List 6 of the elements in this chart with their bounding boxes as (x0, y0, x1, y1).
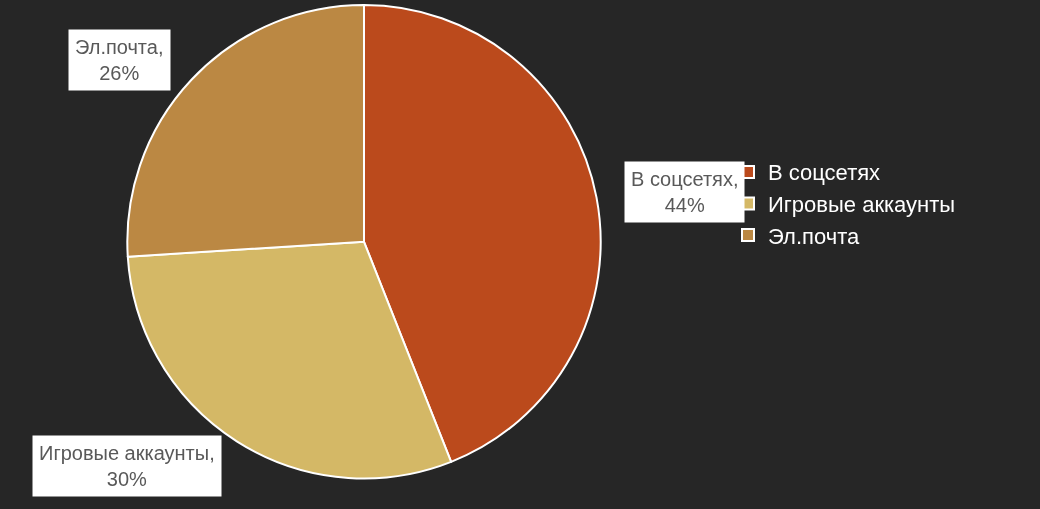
data-label: В соцсетях,44% (631, 168, 739, 216)
data-label: Игровые аккаунты,30% (39, 442, 215, 490)
legend-label: Эл.почта (768, 223, 860, 249)
legend-label: Игровые аккаунты (768, 192, 956, 218)
legend-label: В соцсетях (768, 160, 881, 186)
data-label: Эл.почта,26% (75, 36, 164, 84)
